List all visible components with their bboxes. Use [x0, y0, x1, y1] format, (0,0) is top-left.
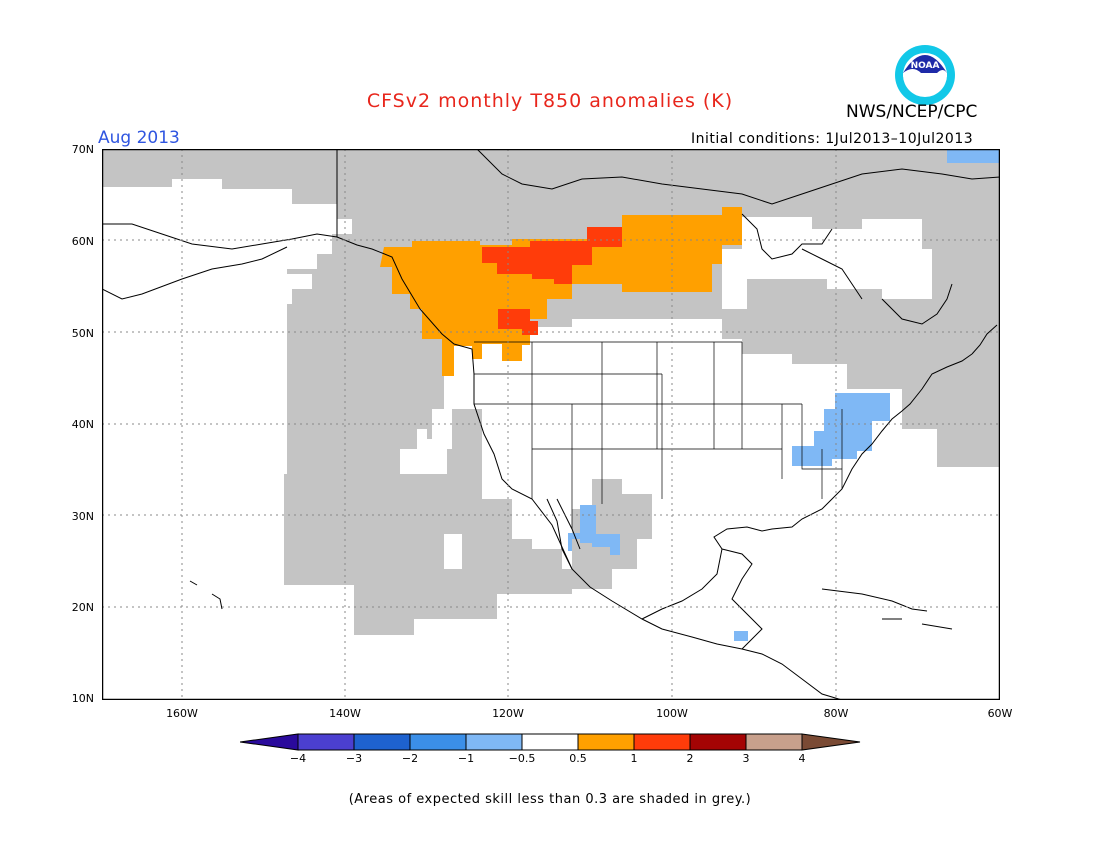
map-title: CFSv2 monthly T850 anomalies (K): [366, 90, 734, 112]
lat-label: 40N: [71, 418, 94, 431]
lon-label: 60W: [987, 707, 1013, 720]
colorbar-segment: [577, 733, 635, 751]
lat-label: 60N: [71, 235, 94, 248]
colorbar-tick: 0.5: [569, 752, 587, 765]
colorbar-segment: [353, 733, 411, 751]
lon-label: 100W: [656, 707, 688, 720]
organization-label: NWS/NCEP/CPC: [846, 102, 978, 122]
noaa-logo-icon: NOAA: [893, 43, 957, 107]
colorbar-segment: [689, 733, 747, 751]
colorbar-tick: −1: [457, 752, 475, 765]
colorbar-tick: 3: [742, 752, 750, 765]
anomaly-map: [102, 149, 1000, 700]
colorbar-segment: [633, 733, 691, 751]
lat-label: 70N: [71, 143, 94, 156]
colorbar-segment: [297, 733, 355, 751]
colorbar-tick: −4: [289, 752, 307, 765]
colorbar: [240, 733, 861, 751]
colorbar-arrow-right: [801, 733, 861, 751]
colorbar-arrow-left: [240, 733, 299, 751]
lat-label: 20N: [71, 601, 94, 614]
initial-conditions: Initial conditions: 1Jul2013–10Jul2013: [691, 131, 974, 147]
colorbar-segment: [745, 733, 803, 751]
lat-label: 10N: [71, 692, 94, 705]
lon-label: 140W: [329, 707, 361, 720]
colorbar-segment: [465, 733, 523, 751]
map-frame: [102, 149, 1000, 700]
colorbar-segment: [521, 733, 579, 751]
lat-label: 30N: [71, 510, 94, 523]
forecast-month: Aug 2013: [98, 128, 180, 148]
colorbar-tick: 4: [798, 752, 806, 765]
lon-label: 80W: [823, 707, 849, 720]
colorbar-tick: −2: [401, 752, 419, 765]
state-borders: [474, 341, 843, 529]
skill-note: (Areas of expected skill less than 0.3 a…: [348, 792, 752, 807]
colorbar-tick: −0.5: [508, 752, 536, 765]
noaa-logo-text: NOAA: [911, 61, 940, 71]
colorbar-tick: 1: [630, 752, 638, 765]
lat-label: 50N: [71, 327, 94, 340]
anomaly-red-region: [482, 227, 622, 335]
graticule: [102, 149, 1000, 700]
lon-label: 160W: [166, 707, 198, 720]
colorbar-tick: 2: [686, 752, 694, 765]
colorbar-tick: −3: [345, 752, 363, 765]
coastlines: [102, 149, 1000, 700]
anomaly-blue-region: [568, 149, 1000, 641]
lon-label: 120W: [492, 707, 524, 720]
colorbar-segment: [409, 733, 467, 751]
anomaly-orange-region: [380, 207, 742, 376]
